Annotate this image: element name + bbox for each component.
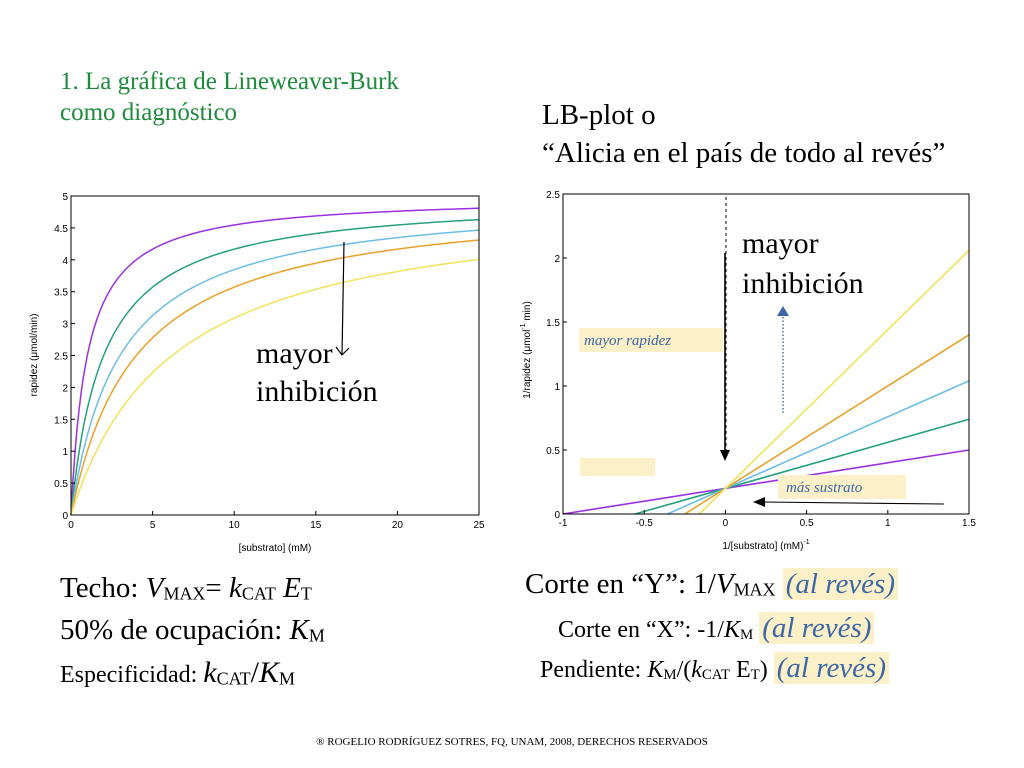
lb-x-tick-label: 1 [885, 518, 891, 529]
lb-plot-frame [562, 193, 970, 515]
mm-x-tick-label: 0 [68, 520, 74, 531]
mm-inhibition-arrow [341, 241, 345, 356]
lb-series-1 [562, 449, 970, 515]
mm-x-tick-label: 25 [473, 520, 485, 531]
mm-annotation-line2: inhibición [256, 375, 378, 408]
lb-x-axis: -1 -0.5 0 0.5 1 1.5 [559, 510, 976, 529]
mm-curves [70, 207, 480, 516]
lb-title-line1: LB-plot o [542, 99, 656, 131]
caption-km: 50% de ocupación: KM [60, 614, 325, 646]
slide-title-line2: como diagnóstico [60, 99, 238, 126]
lb-x-tick-label: 1.5 [962, 518, 976, 529]
mm-x-axis: 0 5 10 15 20 25 [68, 511, 485, 531]
mm-series-4 [70, 239, 480, 516]
lb-y-tick-label: 1.5 [546, 318, 560, 329]
lb-x-label: 1/[substrato] (mM)-1 [722, 539, 809, 552]
mm-y-tick-label: 2.5 [54, 352, 68, 363]
lb-inhibition-arrowhead [777, 306, 789, 316]
mm-series-3 [70, 229, 480, 516]
slide-title: 1. La gráfica de Lineweaver-Burk como di… [60, 66, 500, 128]
mm-y-tick-label: 2 [62, 383, 68, 394]
mm-y-tick-label: 0 [62, 511, 68, 522]
lb-series-2 [634, 418, 970, 515]
mm-x-label: [substrato] (mM) [239, 543, 312, 554]
lb-lines [562, 249, 970, 515]
caption-y-intercept: Corte en “Y”: 1/VMAX (al revés) [525, 568, 898, 601]
mm-y-tick-label: 4 [62, 256, 68, 267]
lb-y-tick-label: 0 [554, 510, 560, 521]
mm-y-axis: 0 0.5 1 1.5 2 2.5 3 3.5 4 4.5 5 [54, 192, 75, 522]
lb-x-tick-label: -1 [559, 518, 568, 529]
mm-y-tick-label: 1.5 [54, 415, 68, 426]
lb-title-line2: “Alicia en el país de todo al revés” [542, 137, 946, 169]
mm-x-tick-label: 20 [392, 520, 404, 531]
mm-y-tick-label: 4.5 [54, 224, 68, 235]
slide-title-line1: 1. La gráfica de Lineweaver-Burk [60, 68, 399, 95]
lb-series-5 [698, 249, 970, 515]
lb-series-4 [684, 334, 970, 515]
mm-x-tick-label: 5 [150, 520, 156, 531]
lb-x-tick-label: 0.5 [800, 518, 814, 529]
mm-inhibition-arrowhead [335, 346, 350, 356]
lb-annotation-line2: inhibición [742, 267, 864, 300]
lineweaver-burk-chart: -1 -0.5 0 0.5 1 1.5 0 0.5 1 1.5 2 2.5 mayor rapide… [520, 190, 976, 552]
mm-series-1 [70, 207, 479, 516]
lb-y-tick-label: 2.5 [546, 190, 560, 201]
lb-annotation-substrate: más sustrato [786, 480, 863, 496]
mm-annotation-line1: mayor [256, 337, 333, 370]
lb-x-tick-label: 0 [723, 518, 729, 529]
footer-copyright: ® ROGELIO RODRÍGUEZ SOTRES, FQ, UNAM, 20… [316, 736, 708, 748]
mm-series-2 [70, 218, 480, 516]
caption-especificidad: Especificidad: kCAT/KM [60, 656, 295, 689]
mm-y-tick-label: 5 [62, 192, 68, 203]
lb-annotation-line1: mayor [742, 227, 819, 260]
mm-x-tick-label: 15 [310, 520, 322, 531]
lb-plot-title: LB-plot o “Alicia en el país de todo al … [542, 96, 1022, 172]
lb-annotation-substrate-label-bg [778, 475, 906, 499]
lb-y-tick-label: 1 [554, 382, 560, 393]
michaelis-menten-chart: 0 5 10 15 20 25 0 0.5 1 1.5 2 2.5 3 3.5 4 4.5 5 [substr… [29, 192, 485, 554]
lb-series-3 [667, 380, 970, 515]
lb-y-label: 1/rapidez (μmol-1 min) [520, 301, 533, 399]
lb-y-tick-label: 0.5 [546, 446, 560, 457]
caption-vmax: Techo: VMAX= kCAT ET [60, 572, 312, 604]
mm-series-5 [70, 258, 480, 516]
lb-annotation-speed-bg [579, 328, 723, 352]
mm-y-tick-label: 0.5 [54, 479, 68, 490]
lb-annotation-speed: mayor rapidez [584, 333, 671, 349]
mm-y-tick-label: 3.5 [54, 288, 68, 299]
lb-y-axis: 0 0.5 1 1.5 2 2.5 [546, 190, 567, 521]
mm-x-tick-label: 10 [229, 520, 241, 531]
mm-y-tick-label: 3 [62, 320, 68, 331]
mm-y-tick-label: 1 [62, 447, 68, 458]
lb-y-tick-label: 2 [554, 254, 560, 265]
lb-substrate-arrowhead [753, 497, 765, 507]
lb-speed-arrowhead [720, 450, 730, 461]
mm-y-label: rapidez (μmol/min) [29, 313, 40, 396]
caption-x-intercept: Corte en “X”: -1/KM (al revés) [558, 612, 875, 645]
lb-x-tick-label: -0.5 [636, 518, 654, 529]
lb-annotation-substrate-bg [580, 458, 655, 476]
lb-substrate-arrow [763, 501, 945, 505]
caption-slope: Pendiente: KM/(kCAT ET) (al revés) [540, 652, 889, 685]
